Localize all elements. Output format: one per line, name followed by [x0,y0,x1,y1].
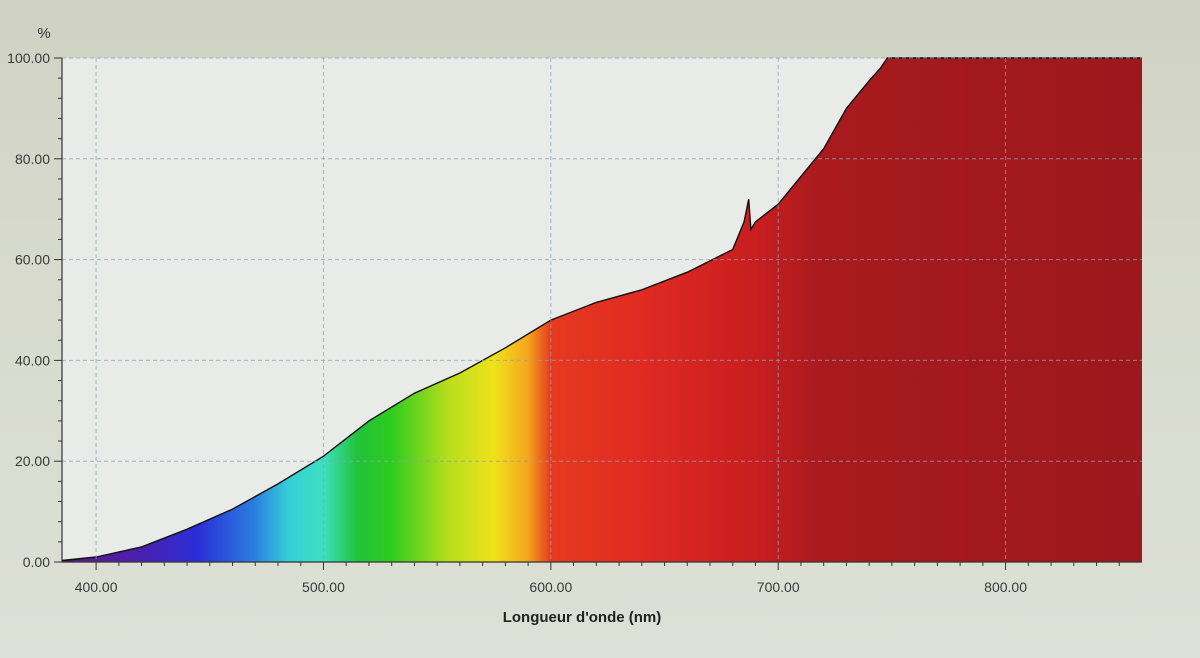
y-tick-label: 40.00 [15,352,50,368]
y-tick-label: 80.00 [15,151,50,167]
y-tick-label: 60.00 [15,252,50,268]
x-tick-label: 600.00 [529,579,572,595]
x-tick-label: 400.00 [75,579,118,595]
x-tick-label: 500.00 [302,579,345,595]
x-tick-label: 800.00 [984,579,1027,595]
spectrum-area [62,58,1142,562]
y-axis-unit-label: % [37,25,50,42]
x-axis-title: Longueur d'onde (nm) [503,609,662,626]
x-tick-label: 700.00 [757,579,800,595]
y-tick-label: 20.00 [15,453,50,469]
transmission-curve [61,57,1142,562]
y-tick-label: 0.00 [23,554,50,570]
y-tick-label: 100.00 [7,50,50,66]
